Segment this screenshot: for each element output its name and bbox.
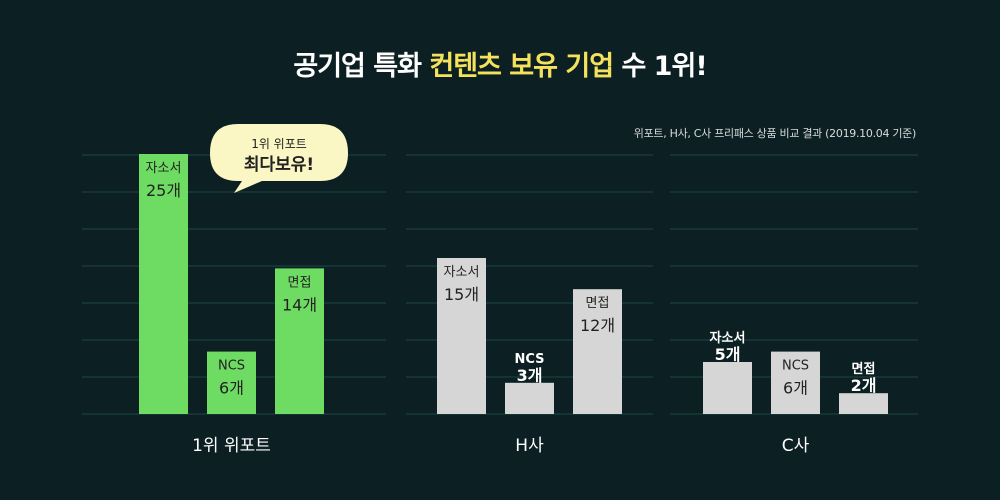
bar-category-label: 자소서	[444, 265, 480, 280]
bar-category-label: 자소서	[146, 161, 182, 176]
group-label: H사	[515, 436, 544, 456]
title-part1: 공기업 특화	[293, 51, 430, 82]
callout-bubble-shape	[210, 124, 348, 193]
bar-category-label: NCS	[218, 359, 245, 374]
bar-category-label: 면접	[288, 275, 312, 290]
bar-category-label: 자소서	[710, 331, 746, 346]
title-highlight: 컨텐츠 보유 기업	[429, 51, 614, 82]
bar-3-1	[703, 362, 752, 414]
bar-1-1	[139, 154, 188, 414]
bar-category-label: NCS	[514, 352, 544, 367]
bar-category-label: 면접	[852, 361, 876, 377]
bar-1-2	[207, 351, 256, 414]
bar-value-label: 12개	[580, 316, 615, 335]
bar-value-label: 2개	[851, 376, 877, 395]
bar-category-label: 면접	[586, 296, 610, 311]
page-title: 공기업 특화 컨텐츠 보유 기업 수 1위!	[0, 44, 1000, 83]
callout-bubble: 1위 위포트 최다보유!	[210, 124, 348, 193]
bar-value-label: 6개	[219, 379, 244, 398]
bar-value-label: 25개	[146, 181, 181, 200]
source-note: 위포트, H사, C사 프리패스 상품 비교 결과 (2019.10.04 기준…	[633, 127, 917, 140]
title-part2: 수 1위!	[613, 51, 707, 82]
bar-value-label: 3개	[517, 366, 543, 385]
bar-1-3	[275, 268, 324, 414]
bar-category-label: NCS	[782, 359, 809, 374]
bar-2-3	[573, 289, 622, 414]
callout-line2: 최다보유!	[244, 155, 314, 175]
group-labels: 1위 위포트 H사 C사	[192, 436, 810, 456]
bar-2-2	[505, 382, 554, 414]
bar-value-label: 6개	[783, 379, 808, 398]
bar-value-label: 15개	[444, 285, 479, 304]
group-label: C사	[782, 436, 810, 456]
bars	[139, 154, 888, 414]
bar-3-3	[839, 393, 888, 414]
callout-line1: 1위 위포트	[251, 137, 307, 151]
bar-value-label: 5개	[715, 345, 741, 364]
bar-2-1	[437, 258, 486, 414]
bar-3-2	[771, 351, 820, 414]
bar-value-label: 14개	[282, 295, 317, 314]
group-label: 1위 위포트	[192, 436, 271, 456]
bar-labels: 자소서25개NCS6개면접14개자소서15개NCS3개면접12개자소서5개NCS…	[146, 161, 877, 398]
